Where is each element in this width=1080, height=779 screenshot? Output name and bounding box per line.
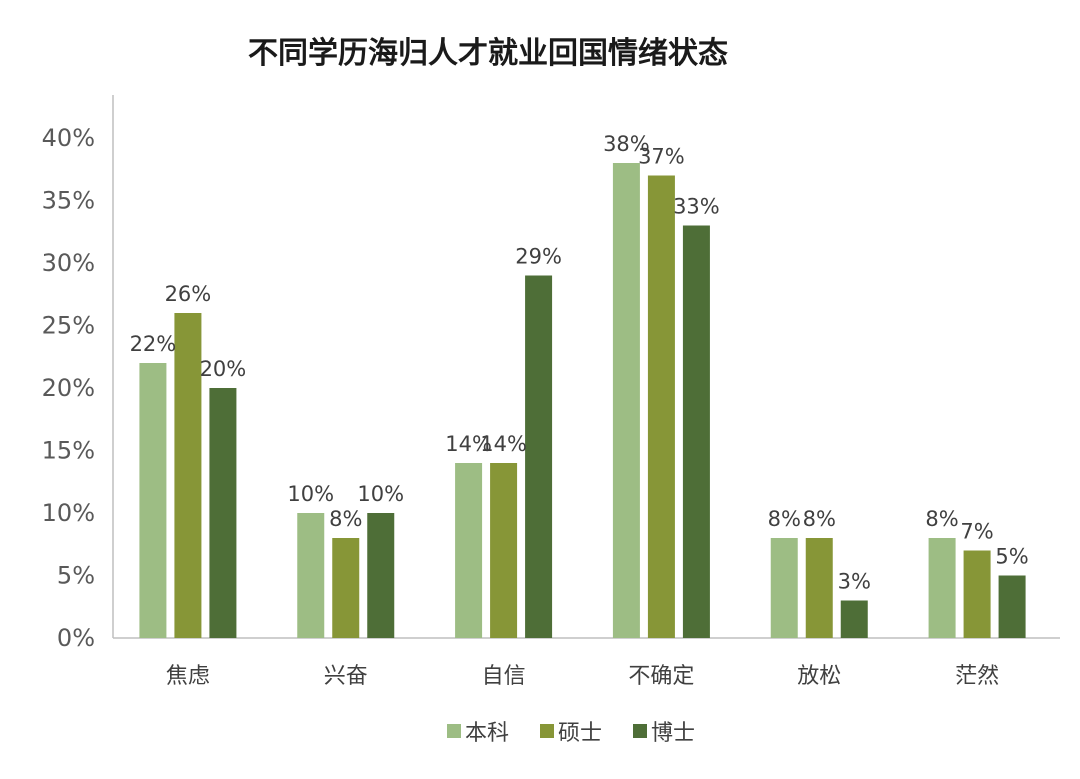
data-label: 33% xyxy=(673,195,720,219)
legend-label: 硕士 xyxy=(558,721,602,746)
bar xyxy=(139,363,167,638)
data-labels: 22%26%20%10%8%10%14%14%29%38%37%33%8% 8%3… xyxy=(130,132,1029,594)
y-tick-label: 35% xyxy=(42,187,95,215)
x-category-label: 放松 xyxy=(797,664,841,689)
x-category-label: 自信 xyxy=(482,664,526,689)
x-category-label: 不确定 xyxy=(628,664,694,689)
legend-label: 博士 xyxy=(651,721,695,746)
bar-series xyxy=(139,163,1026,638)
data-label: 14% xyxy=(445,432,492,456)
bar xyxy=(367,513,395,638)
data-label: 8% xyxy=(925,507,958,531)
y-tick-label: 30% xyxy=(42,249,95,277)
data-label: 37% xyxy=(638,145,685,169)
data-label: 38% xyxy=(603,132,650,156)
bar xyxy=(682,225,710,638)
bar xyxy=(928,538,956,638)
bar xyxy=(174,313,202,638)
data-label: 10% xyxy=(287,482,334,506)
legend-swatch xyxy=(633,724,647,738)
data-label: 5% xyxy=(995,545,1028,569)
x-category-label: 兴奋 xyxy=(324,664,368,689)
bar xyxy=(805,538,833,638)
data-label: 26% xyxy=(165,282,212,306)
bar xyxy=(840,600,868,638)
data-label: 22% xyxy=(130,332,177,356)
bar xyxy=(770,538,798,638)
bar xyxy=(647,175,675,638)
x-category-labels: 焦虑 兴奋 自信 不确定 放松 茫然 xyxy=(166,664,999,689)
bar xyxy=(209,388,237,638)
y-tick-label: 15% xyxy=(42,437,95,465)
data-label: 8% xyxy=(768,507,801,531)
data-label: 3% xyxy=(838,570,871,594)
y-tick-label: 5% xyxy=(57,562,95,590)
data-label: 20% xyxy=(200,357,247,381)
bar xyxy=(490,463,518,638)
data-label: 8% xyxy=(803,507,836,531)
legend: 本科 硕士 博士 xyxy=(447,721,695,746)
x-category-label: 茫然 xyxy=(955,664,999,689)
data-label: 14% xyxy=(480,432,527,456)
data-label: 10% xyxy=(357,482,404,506)
bar xyxy=(525,275,553,638)
data-label: 29% xyxy=(515,245,562,269)
bar xyxy=(297,513,325,638)
legend-swatch xyxy=(447,724,461,738)
bar xyxy=(963,550,991,638)
data-label: 8% xyxy=(329,507,362,531)
bar xyxy=(332,538,360,638)
y-tick-label: 25% xyxy=(42,312,95,340)
x-category-label: 焦虑 xyxy=(166,664,210,689)
bar xyxy=(455,463,483,638)
y-tick-labels: 0% 5% 10% 15% 20% 25% 30% 35% 40% xyxy=(42,124,95,652)
legend-swatch xyxy=(540,724,554,738)
y-tick-label: 20% xyxy=(42,374,95,402)
data-label: 7% xyxy=(960,520,993,544)
legend-label: 本科 xyxy=(465,721,509,746)
y-tick-label: 40% xyxy=(42,124,95,152)
bar xyxy=(998,575,1026,638)
y-tick-label: 10% xyxy=(42,499,95,527)
y-tick-label: 0% xyxy=(57,624,95,652)
bar xyxy=(612,163,640,638)
chart-title: 不同学历海归人才就业回国情绪状态 xyxy=(248,36,728,71)
